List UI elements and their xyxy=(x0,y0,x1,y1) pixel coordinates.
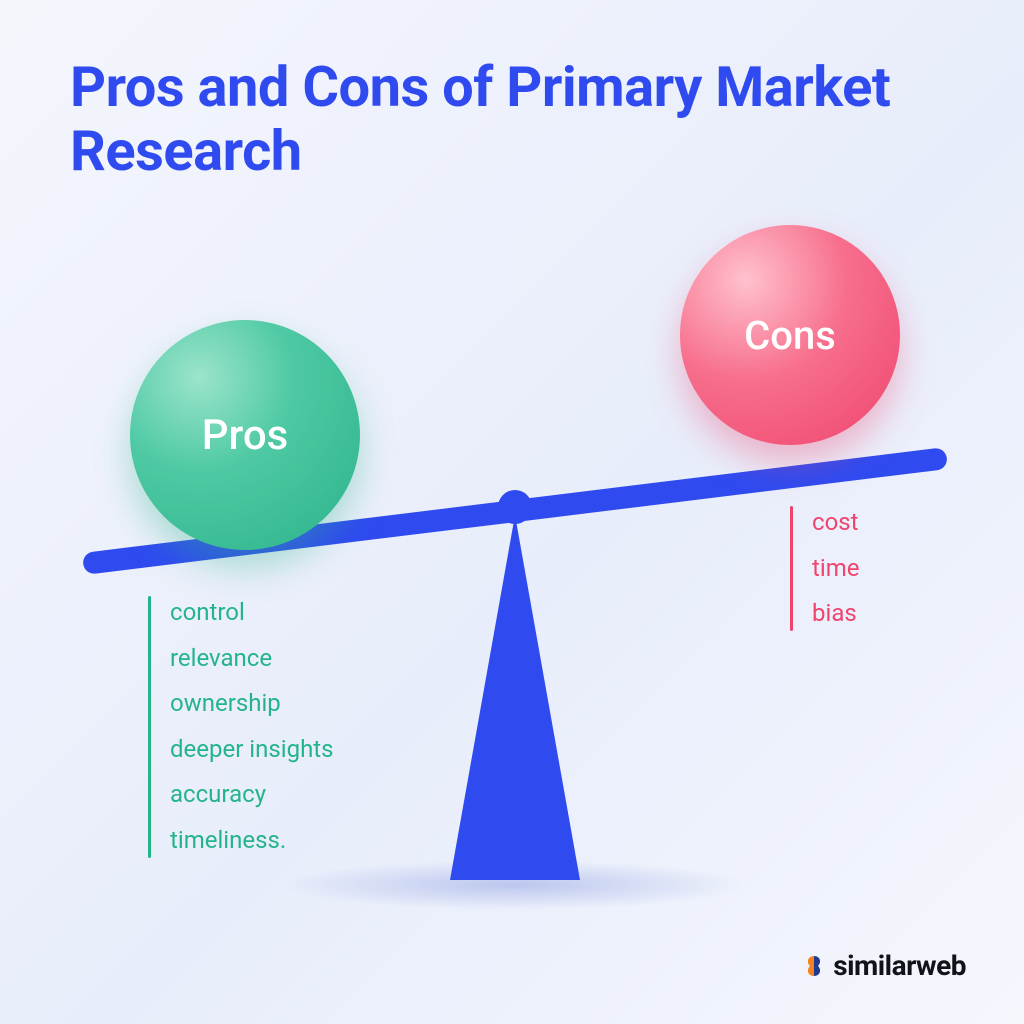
pros-list-item: control xyxy=(170,590,334,636)
balance-scale: Pros Cons xyxy=(0,0,1024,1024)
pros-ball-label: Pros xyxy=(202,411,289,460)
cons-list-item: time xyxy=(812,546,859,592)
pros-ball: Pros xyxy=(130,320,360,550)
cons-ball-label: Cons xyxy=(744,312,836,359)
cons-list-item: cost xyxy=(812,500,859,546)
cons-list: costtimebias xyxy=(790,500,859,637)
brand-name: similarweb xyxy=(833,949,966,982)
pros-list-bar xyxy=(148,596,151,858)
pros-list-item: timeliness. xyxy=(170,818,334,864)
cons-list-item: bias xyxy=(812,591,859,637)
scale-pivot xyxy=(498,490,532,524)
pros-list-item: deeper insights xyxy=(170,727,334,773)
pros-list-item: ownership xyxy=(170,681,334,727)
pros-list-item: relevance xyxy=(170,636,334,682)
pros-list: controlrelevanceownershipdeeper insights… xyxy=(148,590,334,864)
pros-list-item: accuracy xyxy=(170,772,334,818)
brand-logo: similarweb xyxy=(801,949,966,982)
scale-stand xyxy=(450,515,580,880)
cons-list-bar xyxy=(790,506,793,631)
cons-ball: Cons xyxy=(680,225,900,445)
brand-icon xyxy=(801,953,827,979)
